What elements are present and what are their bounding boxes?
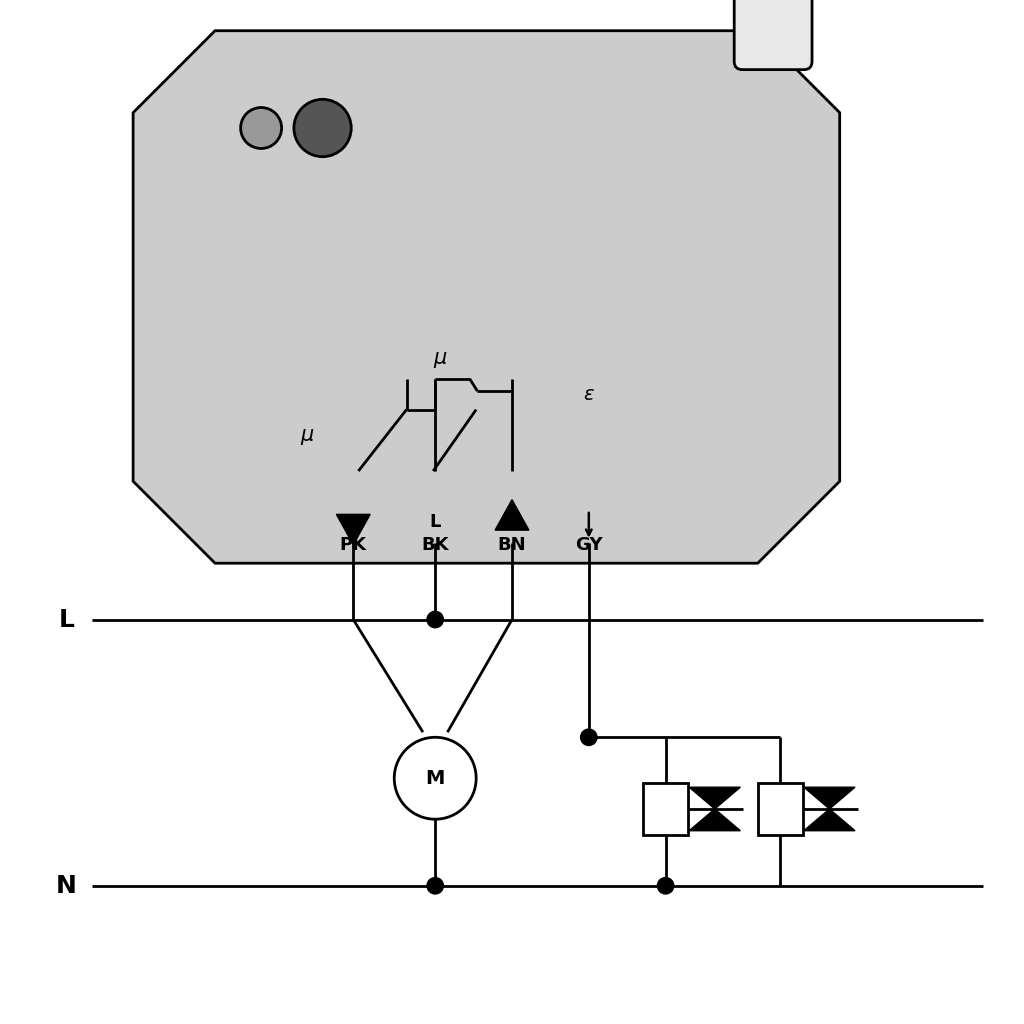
Circle shape xyxy=(657,878,674,894)
Circle shape xyxy=(294,99,351,157)
Polygon shape xyxy=(804,787,855,809)
Bar xyxy=(758,783,803,835)
Circle shape xyxy=(394,737,476,819)
Text: GY: GY xyxy=(575,536,602,554)
Circle shape xyxy=(581,729,597,745)
Polygon shape xyxy=(689,787,740,809)
Text: L: L xyxy=(58,607,75,632)
Text: ε: ε xyxy=(584,385,594,403)
Polygon shape xyxy=(689,809,740,830)
Circle shape xyxy=(427,878,443,894)
Polygon shape xyxy=(133,31,840,563)
Text: μ: μ xyxy=(301,425,313,445)
Text: N: N xyxy=(56,873,77,898)
Text: BN: BN xyxy=(498,536,526,554)
Text: BK: BK xyxy=(422,536,449,554)
Text: L: L xyxy=(429,513,441,531)
FancyBboxPatch shape xyxy=(734,0,812,70)
Polygon shape xyxy=(336,514,371,545)
Polygon shape xyxy=(804,809,855,830)
Text: M: M xyxy=(426,769,444,787)
Circle shape xyxy=(427,611,443,628)
Text: PK: PK xyxy=(340,536,367,554)
Polygon shape xyxy=(496,500,528,530)
Text: μ: μ xyxy=(434,348,446,369)
Bar xyxy=(643,783,688,835)
Circle shape xyxy=(241,108,282,148)
